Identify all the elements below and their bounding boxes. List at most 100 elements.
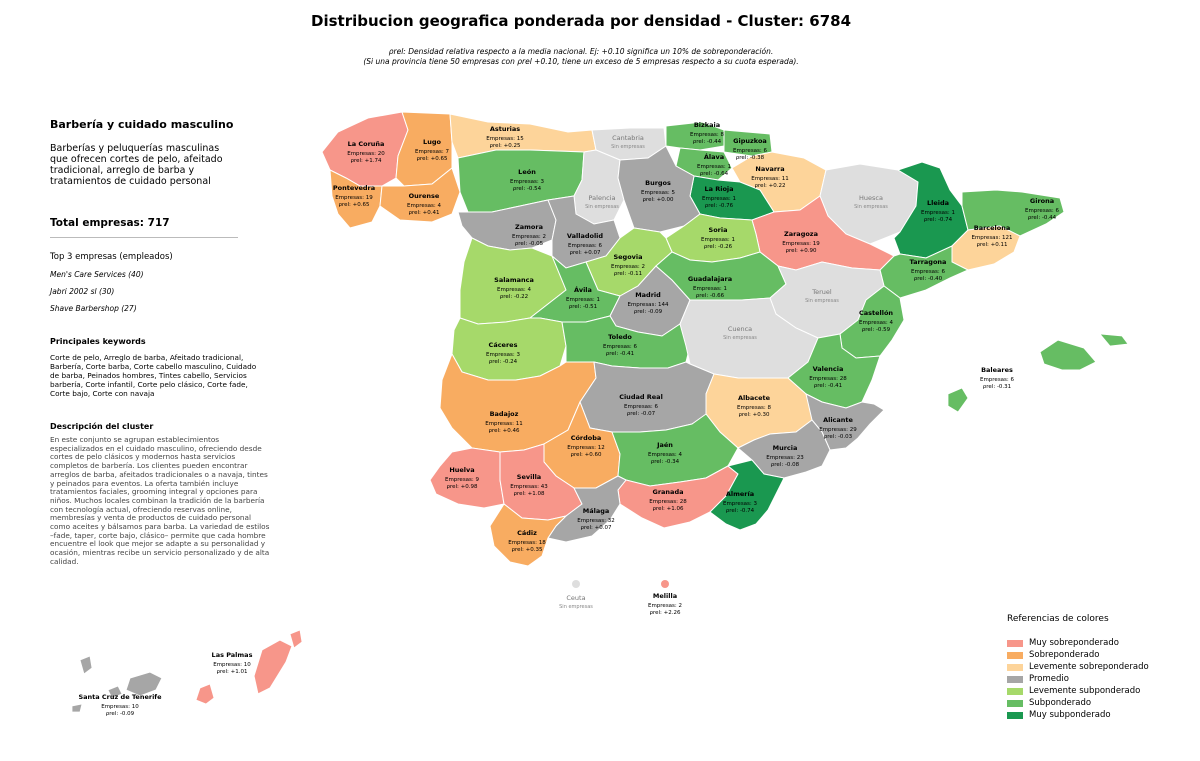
- province-label-las-palmas: Las Palmas: [212, 651, 253, 659]
- province-count-zamora: Empresas: 2: [512, 234, 546, 240]
- province-label-la-coruna: La Coruña: [348, 140, 385, 148]
- province-label-castellon: Castellón: [859, 309, 893, 317]
- province-count-navarra: Empresas: 11: [751, 176, 789, 182]
- province-label-badajoz: Badajoz: [490, 410, 519, 418]
- province-count-malaga: Empresas: 32: [577, 518, 615, 524]
- province-count-murcia: Empresas: 23: [766, 455, 804, 461]
- province-count-salamanca: Empresas: 4: [497, 287, 532, 293]
- province-rho-lugo: ρrel: +0.65: [417, 156, 449, 162]
- province-rho-jaen: ρrel: -0.34: [651, 459, 680, 465]
- province-count-santa-cruz-de-tenerife: Empresas: 10: [101, 704, 139, 710]
- province-count-almeria: Empresas: 3: [723, 501, 758, 507]
- province-empty-palencia: Sin empresas: [585, 204, 619, 210]
- legend-item: Levemente subponderado: [1007, 685, 1149, 697]
- province-count-alava: Empresas: 1: [697, 164, 731, 170]
- province-count-melilla: Empresas: 2: [648, 603, 682, 609]
- province-shape-ourense: [379, 167, 461, 223]
- province-rho-avila: ρrel: -0.51: [569, 304, 597, 310]
- province-rho-bizkaia: ρrel: -0.44: [693, 139, 722, 145]
- province-rho-pontevedra: ρrel: +0.65: [339, 202, 371, 208]
- province-count-lleida: Empresas: 1: [921, 210, 955, 216]
- legend-item: Muy sobreponderado: [1007, 637, 1149, 649]
- province-rho-tarragona: ρrel: -0.40: [914, 276, 943, 282]
- legend-label: Muy sobreponderado: [1029, 638, 1119, 648]
- province-rho-santa-cruz-de-tenerife: ρrel: -0.09: [106, 711, 135, 717]
- legend-swatch: [1007, 711, 1023, 719]
- province-label-zaragoza: Zaragoza: [784, 230, 818, 238]
- top-company-2: Jabri 2002 sl (30): [50, 287, 115, 296]
- province-rho-melilla: ρrel: +2.26: [650, 610, 682, 616]
- legend-label: Promedio: [1029, 674, 1069, 684]
- province-rho-valladolid: ρrel: +0.07: [570, 250, 602, 256]
- province-rho-la-coruna: ρrel: +1.74: [351, 158, 383, 164]
- legend-label: Sobreponderado: [1029, 650, 1100, 660]
- province-rho-albacete: ρrel: +0.30: [739, 412, 771, 418]
- province-rho-cordoba: ρrel: +0.60: [571, 452, 603, 458]
- province-label-cantabria: Cantabria: [612, 134, 644, 142]
- subtitle-line-2: (Si una provincia tiene 50 empresas con …: [363, 57, 799, 66]
- province-label-gipuzkoa: Gipuzkoa: [733, 137, 767, 145]
- province-rho-ourense: ρrel: +0.41: [409, 210, 440, 216]
- description-title: Descripción del cluster: [50, 422, 154, 431]
- province-count-la-rioja: Empresas: 1: [702, 196, 736, 202]
- province-rho-valencia: ρrel: -0.41: [814, 383, 842, 389]
- province-label-valladolid: Valladolid: [567, 232, 603, 240]
- province-label-salamanca: Salamanca: [494, 276, 534, 284]
- province-shape-girona: [961, 189, 1065, 237]
- province-count-segovia: Empresas: 2: [611, 264, 645, 270]
- province-island-las-palmas: [289, 629, 303, 649]
- legend-swatch: [1007, 687, 1023, 695]
- province-empty-cantabria: Sin empresas: [611, 144, 645, 150]
- province-rho-burgos: ρrel: +0.00: [643, 197, 675, 203]
- province-rho-guadalajara: ρrel: -0.66: [696, 293, 725, 299]
- province-label-tarragona: Tarragona: [910, 258, 947, 266]
- province-count-toledo: Empresas: 6: [603, 344, 638, 350]
- province-rho-lleida: ρrel: -0.74: [924, 217, 953, 223]
- province-count-ciudad-real: Empresas: 6: [624, 404, 659, 410]
- province-label-toledo: Toledo: [608, 333, 632, 341]
- province-count-guadalajara: Empresas: 1: [693, 286, 727, 292]
- cluster-short-description: Barberías y peluquerías masculinas que o…: [50, 143, 223, 187]
- province-label-alicante: Alicante: [823, 416, 853, 424]
- province-count-ourense: Empresas: 4: [407, 203, 442, 209]
- province-rho-almeria: ρrel: -0.74: [726, 508, 755, 514]
- province-label-baleares: Baleares: [981, 366, 1013, 374]
- subtitle-line-1: ρrel: Densidad relativa respecto a la me…: [388, 47, 774, 56]
- legend-item: Sobreponderado: [1007, 649, 1149, 661]
- province-shape-pontevedra: [329, 169, 383, 229]
- province-shape-almeria: [709, 459, 785, 531]
- legend-swatch: [1007, 663, 1023, 671]
- province-label-palencia: Palencia: [589, 194, 616, 202]
- map-subtitle: ρrel: Densidad relativa respecto a la me…: [300, 47, 862, 67]
- province-rho-asturias: ρrel: +0.25: [490, 143, 522, 149]
- province-rho-la-rioja: ρrel: -0.76: [705, 203, 734, 209]
- province-rho-zamora: ρrel: -0.05: [515, 241, 544, 247]
- province-count-zaragoza: Empresas: 19: [782, 241, 820, 247]
- legend-swatch: [1007, 651, 1023, 659]
- province-shape-santa-cruz-de-tenerife: [125, 671, 163, 697]
- keywords-title: Principales keywords: [50, 337, 146, 346]
- description-text: En este conjunto se agrupan establecimie…: [50, 435, 270, 566]
- province-label-cuenca: Cuenca: [728, 325, 752, 333]
- province-count-madrid: Empresas: 144: [627, 302, 669, 308]
- province-count-castellon: Empresas: 4: [859, 320, 894, 326]
- province-label-murcia: Murcia: [773, 444, 798, 452]
- province-island-santa-cruz-de-tenerife: [71, 703, 83, 713]
- province-label-asturias: Asturias: [490, 125, 520, 133]
- province-label-santa-cruz-de-tenerife: Santa Cruz de Tenerife: [78, 693, 162, 701]
- province-rho-las-palmas: ρrel: +1.01: [217, 669, 248, 675]
- legend-title: Referencias de colores: [1007, 614, 1109, 624]
- province-count-gipuzkoa: Empresas: 6: [733, 148, 768, 154]
- province-count-jaen: Empresas: 4: [648, 452, 683, 458]
- province-rho-sevilla: ρrel: +1.08: [514, 491, 546, 497]
- province-label-zamora: Zamora: [515, 223, 543, 231]
- province-count-pontevedra: Empresas: 19: [335, 195, 373, 201]
- province-label-girona: Girona: [1030, 197, 1054, 205]
- color-legend: Referencias de colores Muy sobreponderad…: [1007, 614, 1149, 721]
- province-island-las-palmas: [195, 683, 215, 705]
- cluster-info-panel: Barbería y cuidado masculino Barberías y…: [50, 118, 270, 567]
- province-count-tarragona: Empresas: 6: [911, 269, 946, 275]
- province-island-santa-cruz-de-tenerife: [79, 655, 93, 675]
- province-label-leon: León: [518, 168, 536, 176]
- province-count-lugo: Empresas: 7: [415, 149, 450, 155]
